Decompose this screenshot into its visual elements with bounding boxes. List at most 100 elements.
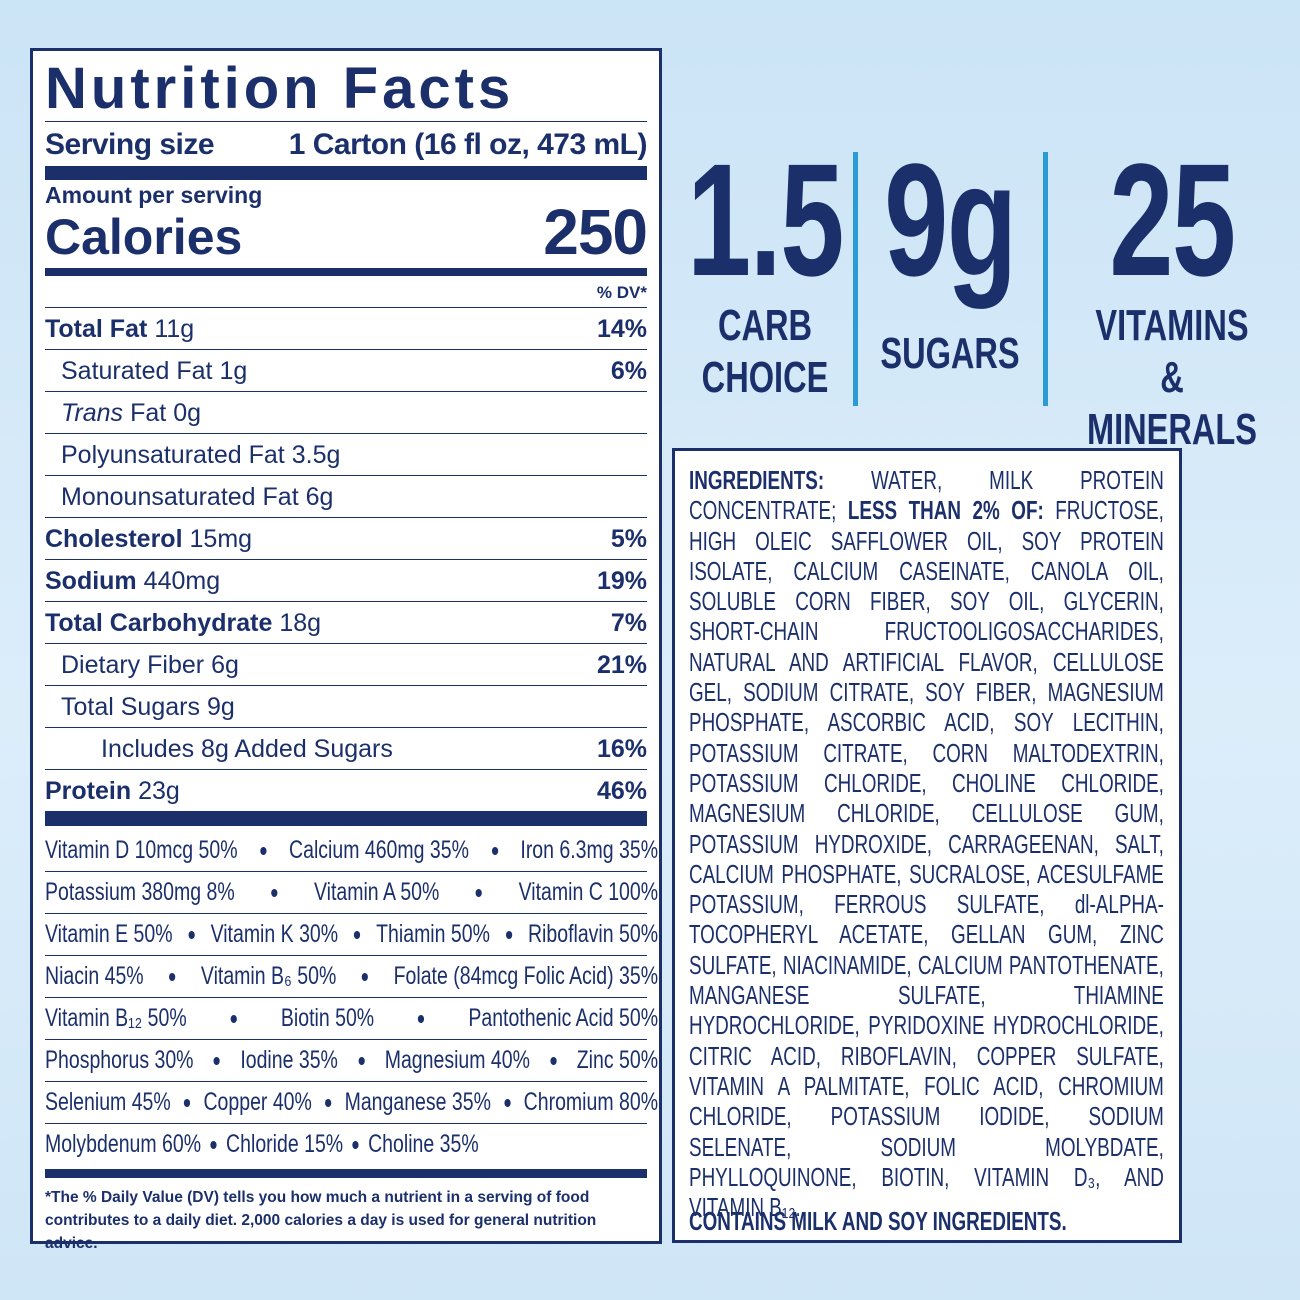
thick-rule — [45, 166, 647, 180]
bullet — [169, 972, 176, 981]
nutrient-amount: 23g — [138, 777, 180, 805]
highlight-value: 25 — [1109, 130, 1236, 309]
title: Nutrition Facts — [45, 57, 647, 122]
nutrient-amount: 18g — [279, 609, 322, 637]
calories-label: Calories — [45, 209, 243, 265]
vitamin-item: Choline 35% — [368, 1130, 479, 1158]
separator — [1043, 152, 1048, 406]
vitamin-line: Phosphorus 30% Iodine 35% Magnesium 40% Zin… — [45, 1040, 658, 1082]
nutrient-label: Total Fat 11g — [45, 308, 194, 349]
nutrient-row: Sodium 440mg 19% — [45, 560, 647, 602]
vitamin-line-inner: Vitamin D 10mcg 50% Calcium 460mg 35% Iron… — [45, 830, 658, 871]
bullet — [325, 1098, 332, 1107]
nutrient-row: Trans Fat 0g — [45, 392, 647, 434]
bullet — [418, 1014, 425, 1023]
nutrient-label: Polyunsaturated Fat 3.5g — [45, 434, 340, 475]
nutrient-amount: 0g — [173, 399, 201, 427]
nutrient-label: Sodium 440mg — [45, 560, 220, 601]
serving-label: Serving size — [45, 128, 215, 161]
vitamin-item: Magnesium 40% — [384, 1046, 530, 1074]
nutrient-label: Includes 8g Added Sugars — [45, 728, 393, 769]
highlight-label: SUGARS — [820, 328, 1080, 380]
bullet — [271, 888, 278, 897]
nutrient-amount: 11g — [154, 315, 195, 343]
bullet — [188, 930, 195, 939]
nutrient-dv: 19% — [596, 567, 647, 595]
footnote: *The % Daily Value (DV) tells you how mu… — [45, 1189, 597, 1252]
vitamin-line-inner: Molybdenum 60% Chloride 15% Choline 35% — [45, 1124, 658, 1165]
nutrient-row: Monounsaturated Fat 6g — [45, 476, 647, 518]
highlight: 9g SUGARS — [820, 140, 1080, 380]
vitamin-item: Molybdenum 60% — [45, 1130, 202, 1158]
vitamin-lines: Vitamin D 10mcg 50% Calcium 460mg 35% Iron… — [45, 830, 658, 1165]
vitamin-item: Phosphorus 30% — [45, 1046, 194, 1074]
bullet — [230, 1014, 237, 1023]
vitamin-item: Vitamin B₁₂ 50% — [45, 1004, 187, 1032]
nutrient-row: Total Sugars 9g — [45, 686, 647, 728]
nutrient-dv: 16% — [596, 735, 647, 763]
nutrient-name: Total Fat — [45, 315, 148, 343]
highlight-label-line: CARB — [717, 301, 813, 350]
nutrient-row: Protein 23g 46% — [45, 770, 647, 811]
vitamin-line: Niacin 45% Vitamin B₆ 50% Folate (84mcg Fo… — [45, 956, 658, 998]
serving-size: 1 Carton (16 fl oz, 473 mL) — [288, 128, 648, 161]
vitamin-item: Vitamin B₆ 50% — [200, 962, 337, 990]
vitamin-item: Potassium 380mg 8% — [45, 878, 235, 906]
nutrient-label: Saturated Fat 1g — [45, 350, 247, 391]
nutrient-row: Total Fat 11g 14% — [45, 308, 647, 350]
vitamin-item: Iodine 35% — [240, 1046, 338, 1074]
nutrient-dv: 6% — [610, 357, 647, 385]
nutrient-name: Sodium — [45, 567, 137, 595]
vitamin-item: Iron 6.3mg 35% — [520, 836, 659, 864]
calories-row: Calories 250 — [45, 200, 648, 265]
nutrient-name: Protein — [45, 777, 132, 805]
highlight-label: VITAMINS & MINERALS — [1042, 300, 1300, 456]
nutrient-name: Includes 8g Added Sugars — [101, 735, 393, 763]
vitamin-item: Vitamin E 50% — [45, 920, 173, 948]
nutrient-name: Total Sugars — [61, 693, 200, 721]
nutrient-amount: 6g — [211, 651, 239, 679]
nutrient-name: Fat — [130, 399, 167, 427]
bullet — [260, 846, 267, 855]
nutrient-dv: 7% — [610, 609, 647, 637]
vitamin-item: Pantothenic Acid 50% — [468, 1004, 659, 1032]
ingredients-panel: INGREDIENTS: WATER, MILK PROTEIN CONCENT… — [672, 448, 1182, 1243]
vitamin-line-inner: Niacin 45% Vitamin B₆ 50% Folate (84mcg Fo… — [45, 956, 658, 997]
bullet — [491, 846, 498, 855]
vitamin-line: Vitamin B₁₂ 50% Biotin 50% Pantothenic Aci… — [45, 998, 658, 1040]
nutrient-label: Protein 23g — [45, 770, 180, 811]
nutrient-dv: 5% — [610, 525, 647, 553]
nutrient-name: Monounsaturated Fat — [61, 483, 299, 511]
vitamin-line: Vitamin E 50% Vitamin K 30% Thiamin 50% Rib… — [45, 914, 658, 956]
vitamin-line: Selenium 45% Copper 40% Manganese 35% Chrom… — [45, 1082, 658, 1124]
nutrient-amount: 440mg — [143, 567, 221, 595]
nutrient-row: Dietary Fiber 6g 21% — [45, 644, 647, 686]
vitamin-item: Niacin 45% — [45, 962, 144, 990]
bullet — [358, 1056, 365, 1065]
vitamin-item: Calcium 460mg 35% — [289, 836, 469, 864]
bullet — [475, 888, 483, 897]
nutrient-dv: 21% — [596, 651, 647, 679]
medium-rule — [45, 1169, 647, 1178]
ingredients-label: INGREDIENTS: — [689, 465, 825, 495]
vitamin-item: Chloride 15% — [226, 1130, 344, 1158]
bullet — [352, 1140, 359, 1149]
nutrient-label: Total Sugars 9g — [45, 686, 235, 727]
nutrient-name-italic: Trans — [61, 399, 124, 427]
nutrient-label: Monounsaturated Fat 6g — [45, 476, 333, 517]
highlight: 25 VITAMINS & MINERALS — [1042, 140, 1300, 456]
nutrient-rows: Total Fat 11g 14% Saturated Fat 1g 6% Trans Fat… — [45, 308, 647, 811]
nutrient-label: Trans Fat 0g — [45, 392, 201, 433]
vitamin-item: Vitamin C 100% — [518, 878, 659, 906]
separator — [853, 152, 858, 406]
calories-value: 250 — [543, 196, 648, 268]
nutrient-name: Saturated Fat — [61, 357, 213, 385]
nutrient-amount: 15mg — [189, 525, 253, 553]
nutrient-amount: 6g — [305, 483, 334, 511]
highlight-label-line: CHOICE — [701, 353, 829, 402]
vitamin-item: Selenium 45% — [45, 1088, 171, 1116]
vitamin-item: Zinc 50% — [576, 1046, 659, 1074]
highlight: 1.5 CARB CHOICE — [635, 140, 895, 404]
highlight-value: 1.5 — [687, 130, 844, 309]
nutrient-name: Dietary Fiber — [61, 651, 205, 679]
